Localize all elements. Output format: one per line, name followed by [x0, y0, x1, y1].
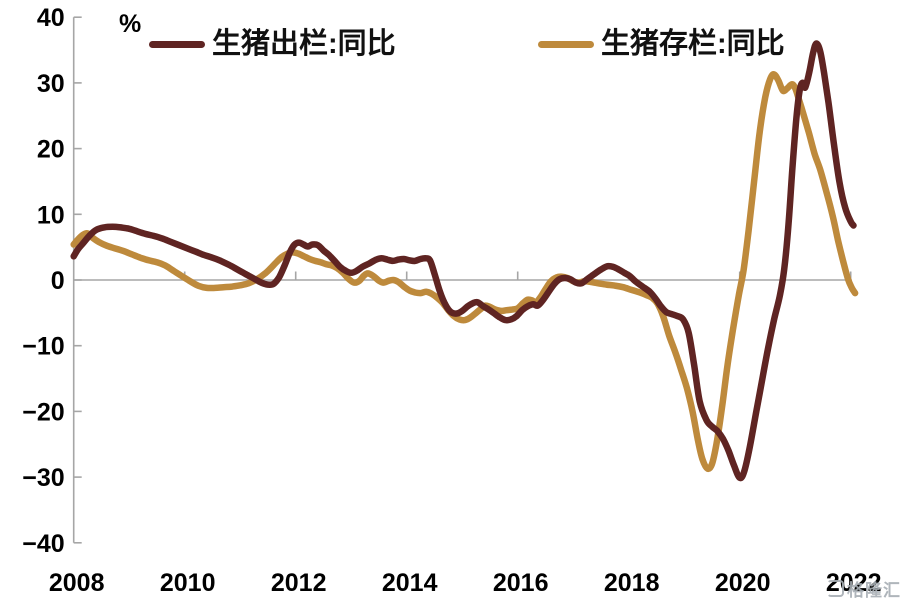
y-axis-unit-label: %	[119, 10, 142, 38]
y-tick-label: 10	[37, 201, 65, 229]
legend: 生猪出栏:同比 生猪存栏:同比	[0, 24, 904, 64]
y-tick-label: 40	[37, 4, 65, 32]
series-line-slaughter	[70, 40, 857, 482]
x-tick-label: 2018	[604, 569, 660, 597]
y-tick-label: 20	[37, 136, 65, 164]
series-line-inventory	[70, 71, 859, 473]
legend-label-slaughter: 生猪出栏:同比	[212, 28, 396, 60]
x-tick-label: 2022	[826, 569, 882, 597]
y-tick-label: −20	[22, 398, 64, 426]
x-tick-label: 2010	[160, 569, 216, 597]
y-tick-label: 30	[37, 70, 65, 98]
legend-item-slaughter: 生猪出栏:同比	[149, 24, 396, 64]
watermark-gelonghui: 格隆汇	[827, 576, 901, 601]
x-tick-label: 2016	[493, 569, 549, 597]
x-tick-label: 2012	[271, 569, 327, 597]
y-tick-label: −10	[22, 333, 64, 361]
legend-item-inventory: 生猪存栏:同比	[538, 24, 785, 64]
y-tick-label: −30	[22, 464, 64, 492]
x-tick-label: 2020	[715, 569, 771, 597]
legend-label-inventory: 生猪存栏:同比	[601, 28, 785, 60]
legend-swatch-slaughter-icon	[149, 40, 205, 48]
gelonghui-logo-icon	[827, 580, 844, 597]
legend-swatch-inventory-icon	[538, 40, 594, 48]
x-tick-label: 2014	[382, 569, 438, 597]
x-tick-label: 2008	[49, 569, 105, 597]
watermark-text: 格隆汇	[847, 581, 901, 600]
y-tick-label: 0	[51, 267, 65, 295]
y-tick-label: −40	[22, 530, 64, 558]
